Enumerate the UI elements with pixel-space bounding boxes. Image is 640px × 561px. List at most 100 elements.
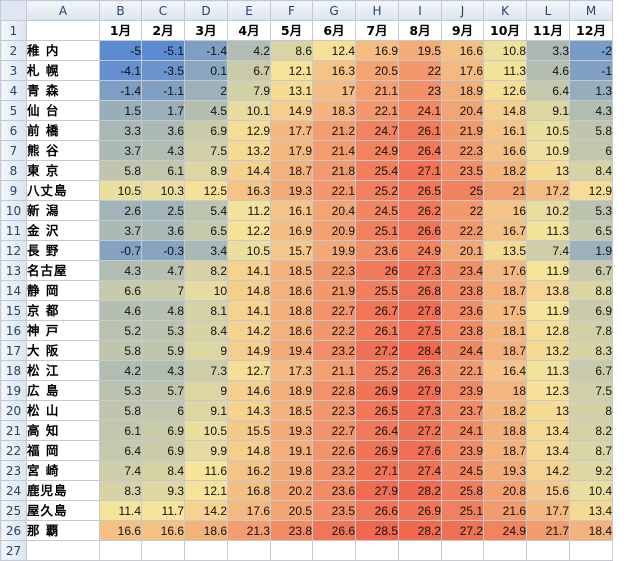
column-header-h[interactable]: H xyxy=(355,0,399,21)
city-name-cell[interactable]: 仙 台 xyxy=(26,100,100,121)
temperature-cell[interactable]: 22.6 xyxy=(312,440,356,461)
temperature-cell[interactable]: 17 xyxy=(312,80,356,101)
temperature-cell[interactable]: 11.4 xyxy=(99,500,142,521)
temperature-cell[interactable]: 20.9 xyxy=(312,220,356,241)
row-header[interactable]: 2 xyxy=(0,40,27,61)
temperature-cell[interactable]: 22.2 xyxy=(312,320,356,341)
temperature-cell[interactable]: 18.4 xyxy=(569,520,613,541)
temperature-cell[interactable]: 14.4 xyxy=(227,160,271,181)
temperature-cell[interactable]: 18.7 xyxy=(483,280,527,301)
temperature-cell[interactable]: 24.4 xyxy=(441,340,484,361)
temperature-cell[interactable]: 25.4 xyxy=(355,160,399,181)
temperature-cell[interactable]: 16.9 xyxy=(270,220,313,241)
temperature-cell[interactable]: 27.3 xyxy=(398,400,442,421)
empty-cell[interactable] xyxy=(483,540,527,561)
temperature-cell[interactable]: 12.8 xyxy=(526,320,570,341)
empty-cell[interactable] xyxy=(398,540,442,561)
temperature-cell[interactable]: 5.7 xyxy=(141,380,185,401)
temperature-cell[interactable]: 27.4 xyxy=(398,460,442,481)
column-header-e[interactable]: E xyxy=(227,0,271,21)
temperature-cell[interactable]: 23 xyxy=(398,80,442,101)
temperature-cell[interactable]: 26.4 xyxy=(355,420,399,441)
row-header[interactable]: 19 xyxy=(0,380,27,401)
row-header[interactable]: 14 xyxy=(0,280,27,301)
row-header[interactable]: 9 xyxy=(0,180,27,201)
empty-cell[interactable] xyxy=(569,540,613,561)
temperature-cell[interactable]: 27.2 xyxy=(441,520,484,541)
temperature-cell[interactable]: 22.3 xyxy=(312,260,356,281)
empty-cell[interactable] xyxy=(270,540,313,561)
temperature-cell[interactable]: 20.5 xyxy=(270,500,313,521)
temperature-cell[interactable]: 18.7 xyxy=(483,340,527,361)
column-header-d[interactable]: D xyxy=(184,0,228,21)
temperature-cell[interactable]: 12.7 xyxy=(227,360,271,381)
temperature-cell[interactable]: 28.4 xyxy=(398,340,442,361)
temperature-cell[interactable]: 10.5 xyxy=(526,120,570,141)
temperature-cell[interactable]: 22.8 xyxy=(312,380,356,401)
temperature-cell[interactable]: 21 xyxy=(483,180,527,201)
temperature-cell[interactable]: 26.9 xyxy=(398,500,442,521)
temperature-cell[interactable]: 26.6 xyxy=(312,520,356,541)
temperature-cell[interactable]: 1.5 xyxy=(99,100,142,121)
temperature-cell[interactable]: -4.1 xyxy=(99,60,142,81)
temperature-cell[interactable]: 8.6 xyxy=(270,40,313,61)
temperature-cell[interactable]: 23.9 xyxy=(441,380,484,401)
temperature-cell[interactable]: 26.3 xyxy=(398,360,442,381)
temperature-cell[interactable]: 16.1 xyxy=(483,120,527,141)
temperature-cell[interactable]: 6.7 xyxy=(569,360,613,381)
temperature-cell[interactable]: 22.1 xyxy=(355,100,399,121)
row-header[interactable]: 21 xyxy=(0,420,27,441)
temperature-cell[interactable]: -1.4 xyxy=(184,40,228,61)
temperature-cell[interactable]: 6.4 xyxy=(99,440,142,461)
temperature-cell[interactable]: 16.3 xyxy=(312,60,356,81)
temperature-cell[interactable]: 18.2 xyxy=(483,400,527,421)
city-name-cell[interactable]: 東 京 xyxy=(26,160,100,181)
temperature-cell[interactable]: 13 xyxy=(526,400,570,421)
temperature-cell[interactable]: 18.5 xyxy=(270,260,313,281)
temperature-cell[interactable]: 18.3 xyxy=(312,100,356,121)
temperature-cell[interactable]: 9.1 xyxy=(526,100,570,121)
temperature-cell[interactable]: 25.8 xyxy=(441,480,484,501)
empty-cell[interactable] xyxy=(227,540,271,561)
temperature-cell[interactable]: 17.7 xyxy=(526,500,570,521)
temperature-cell[interactable]: 13.2 xyxy=(526,340,570,361)
temperature-cell[interactable]: 28.5 xyxy=(355,520,399,541)
temperature-cell[interactable]: 13.1 xyxy=(270,80,313,101)
temperature-cell[interactable]: 6.9 xyxy=(184,120,228,141)
temperature-cell[interactable]: 19.9 xyxy=(312,240,356,261)
city-name-cell[interactable]: 松 江 xyxy=(26,360,100,381)
temperature-cell[interactable]: 27.9 xyxy=(398,380,442,401)
temperature-cell[interactable]: 6.9 xyxy=(569,300,613,321)
temperature-cell[interactable]: 10.3 xyxy=(141,180,185,201)
temperature-cell[interactable]: 20.5 xyxy=(355,60,399,81)
temperature-cell[interactable]: -5 xyxy=(99,40,142,61)
temperature-cell[interactable]: 24.9 xyxy=(483,520,527,541)
temperature-cell[interactable]: 1.3 xyxy=(569,80,613,101)
temperature-cell[interactable]: 18.7 xyxy=(483,440,527,461)
temperature-cell[interactable]: 12.4 xyxy=(312,40,356,61)
temperature-cell[interactable]: 21.3 xyxy=(227,520,271,541)
temperature-cell[interactable]: 8.2 xyxy=(569,420,613,441)
temperature-cell[interactable]: 7.4 xyxy=(526,240,570,261)
city-name-cell[interactable]: 稚 内 xyxy=(26,40,100,61)
temperature-cell[interactable]: 6.1 xyxy=(99,420,142,441)
temperature-cell[interactable]: 25.5 xyxy=(355,280,399,301)
temperature-cell[interactable]: 1.7 xyxy=(141,100,185,121)
temperature-cell[interactable]: 14.6 xyxy=(227,380,271,401)
temperature-cell[interactable]: 26.8 xyxy=(398,280,442,301)
temperature-cell[interactable]: 8.3 xyxy=(99,480,142,501)
temperature-cell[interactable]: -1.1 xyxy=(141,80,185,101)
temperature-cell[interactable]: 23.4 xyxy=(441,260,484,281)
temperature-cell[interactable]: 0.1 xyxy=(184,60,228,81)
temperature-cell[interactable]: 23.9 xyxy=(441,440,484,461)
temperature-cell[interactable]: 5.8 xyxy=(99,160,142,181)
temperature-cell[interactable]: 8.1 xyxy=(184,300,228,321)
temperature-cell[interactable]: 14.2 xyxy=(526,460,570,481)
temperature-cell[interactable]: 23.8 xyxy=(441,280,484,301)
temperature-cell[interactable]: 17.5 xyxy=(483,300,527,321)
temperature-cell[interactable]: 16.2 xyxy=(227,460,271,481)
temperature-cell[interactable]: 16.3 xyxy=(227,180,271,201)
temperature-cell[interactable]: 15.6 xyxy=(526,480,570,501)
temperature-cell[interactable]: 6.5 xyxy=(184,220,228,241)
temperature-cell[interactable]: 2.5 xyxy=(141,200,185,221)
